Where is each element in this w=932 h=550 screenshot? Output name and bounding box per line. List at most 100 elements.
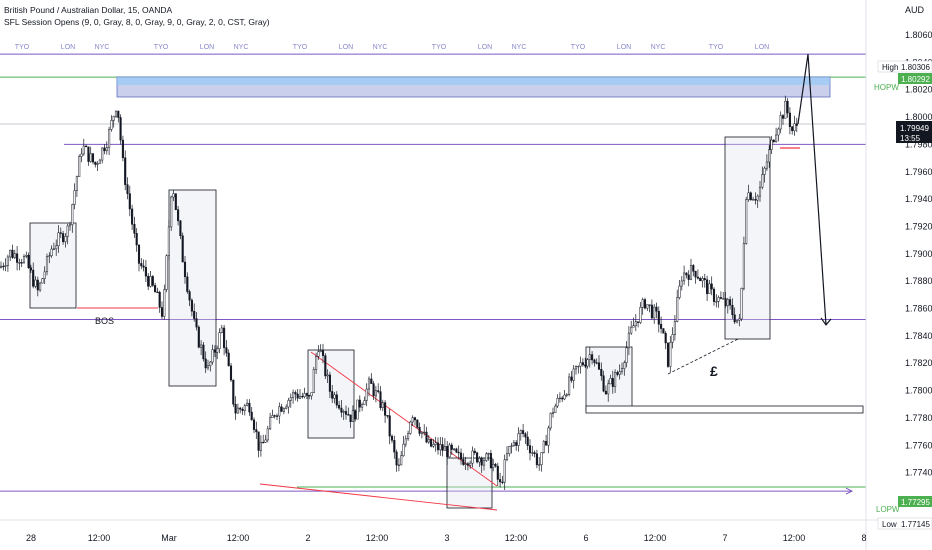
candle-body bbox=[687, 274, 690, 280]
level-arrowhead bbox=[845, 487, 854, 495]
candle-body bbox=[27, 255, 30, 268]
candle-body bbox=[32, 269, 35, 287]
candle-body bbox=[558, 397, 561, 400]
candle-body bbox=[715, 301, 718, 303]
x-tick-label: 8 bbox=[861, 533, 866, 543]
candle-body bbox=[761, 174, 764, 188]
candle-body bbox=[2, 265, 5, 268]
candle-body bbox=[634, 321, 637, 326]
candle-body bbox=[703, 278, 706, 281]
candle-body bbox=[0, 265, 3, 268]
candle-body bbox=[287, 400, 290, 408]
candle-body bbox=[623, 362, 626, 369]
candle-body bbox=[124, 157, 127, 185]
session-label: NYC bbox=[512, 44, 527, 51]
candle-body bbox=[485, 453, 488, 461]
y-tick-label: 1.77800 bbox=[905, 413, 932, 423]
y-tick-label: 1.79400 bbox=[905, 194, 932, 204]
candle-body bbox=[446, 446, 449, 458]
candle-body bbox=[220, 327, 223, 333]
candle-body bbox=[510, 445, 513, 447]
candle-body bbox=[98, 159, 101, 164]
candle-body bbox=[409, 421, 412, 434]
candle-body bbox=[372, 383, 375, 397]
y-tick-label: 1.79200 bbox=[905, 221, 932, 231]
candle-body bbox=[416, 419, 419, 428]
candle-body bbox=[453, 448, 456, 450]
candle-body bbox=[784, 100, 787, 119]
y-tick-label: 1.78600 bbox=[905, 304, 932, 314]
price-tag-low: Low 1.77145 bbox=[877, 517, 932, 530]
candle-body bbox=[50, 248, 53, 257]
candle-body bbox=[167, 226, 170, 256]
candle-body bbox=[135, 233, 138, 246]
candle-body bbox=[597, 362, 601, 370]
lopw-label: LOPW bbox=[876, 505, 900, 514]
candle-body bbox=[370, 378, 373, 384]
candles-layer bbox=[0, 95, 798, 491]
candle-body bbox=[425, 431, 428, 443]
candle-body bbox=[388, 415, 391, 437]
candle-body bbox=[87, 146, 90, 162]
candle-body bbox=[738, 318, 741, 321]
candle-body bbox=[540, 452, 543, 465]
candle-body bbox=[213, 349, 216, 353]
candle-body bbox=[515, 442, 518, 446]
candle-body bbox=[252, 419, 256, 430]
candle-body bbox=[48, 255, 51, 257]
candle-body bbox=[646, 304, 649, 309]
candle-body bbox=[549, 412, 552, 429]
y-tick-label: 1.80600 bbox=[905, 30, 932, 40]
candle-body bbox=[193, 310, 196, 319]
candle-body bbox=[59, 232, 62, 234]
candle-body bbox=[85, 145, 88, 148]
candle-body bbox=[581, 362, 584, 366]
svg-text:Low: Low bbox=[882, 520, 897, 529]
candle-body bbox=[443, 446, 446, 451]
candle-body bbox=[501, 481, 504, 483]
candle-body bbox=[586, 359, 589, 367]
candle-body bbox=[729, 299, 732, 306]
candle-body bbox=[9, 249, 12, 258]
candle-body bbox=[519, 430, 522, 434]
candle-body bbox=[232, 379, 235, 405]
candle-body bbox=[666, 342, 670, 367]
candle-body bbox=[16, 253, 19, 263]
candle-body bbox=[197, 326, 200, 348]
candle-body bbox=[420, 431, 423, 434]
price-tag-last: 1.79949 13:55 bbox=[896, 121, 932, 143]
candle-body bbox=[577, 365, 580, 368]
candle-body bbox=[531, 452, 534, 454]
candle-body bbox=[648, 304, 651, 306]
candle-body bbox=[190, 299, 193, 312]
candle-body bbox=[41, 278, 44, 284]
candle-body bbox=[584, 364, 587, 367]
candle-body bbox=[478, 458, 481, 463]
candle-body bbox=[795, 123, 798, 126]
candle-body bbox=[459, 452, 463, 460]
candle-body bbox=[241, 409, 244, 411]
candle-body bbox=[545, 441, 548, 446]
candle-body bbox=[395, 451, 398, 466]
candle-body bbox=[177, 209, 180, 222]
candle-body bbox=[292, 392, 295, 398]
candle-body bbox=[110, 120, 113, 130]
candle-body bbox=[229, 365, 233, 381]
candle-body bbox=[156, 291, 159, 294]
x-tick-label: 12:00 bbox=[227, 533, 250, 543]
candle-body bbox=[298, 395, 302, 399]
svg-text:1.77145: 1.77145 bbox=[901, 520, 930, 529]
candle-body bbox=[724, 298, 727, 307]
candle-body bbox=[52, 248, 55, 250]
candle-body bbox=[218, 332, 221, 350]
candle-body bbox=[547, 427, 550, 446]
candle-body bbox=[551, 412, 555, 414]
candle-body bbox=[473, 450, 476, 454]
candle-body bbox=[480, 458, 483, 466]
candle-body bbox=[712, 288, 716, 302]
candle-body bbox=[588, 354, 591, 360]
candle-body bbox=[75, 176, 78, 191]
candle-body bbox=[227, 352, 230, 367]
y-tick-label: 1.80200 bbox=[905, 85, 932, 95]
